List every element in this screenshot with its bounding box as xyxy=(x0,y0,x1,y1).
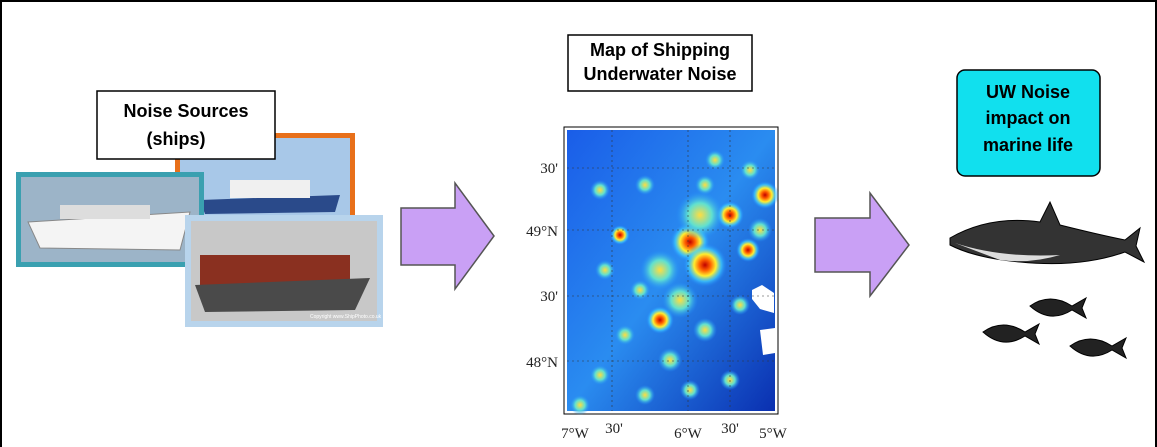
hotspot xyxy=(740,160,760,180)
ship xyxy=(230,180,310,198)
hotspot xyxy=(736,238,760,262)
lon-label: 30' xyxy=(721,421,739,437)
hotspot xyxy=(615,325,635,345)
photo-credit: Copyright www.ShipPhoto.co.uk xyxy=(310,314,382,320)
box-text: Map of Shipping xyxy=(590,40,730,60)
lat-label: 48°N xyxy=(526,355,558,371)
hotspot xyxy=(635,175,655,195)
box-text: impact on xyxy=(985,108,1070,128)
hotspot xyxy=(705,150,725,170)
hotspot xyxy=(590,180,610,200)
fish xyxy=(983,298,1126,358)
hotspot xyxy=(676,191,724,239)
hotspot xyxy=(640,250,680,290)
box-text: UW Noise xyxy=(986,82,1070,102)
hotspot xyxy=(751,181,779,209)
ship-photos: Copyright www.ShipPhoto.co.uk xyxy=(16,133,383,327)
box-text: Noise Sources xyxy=(123,101,248,121)
arrow xyxy=(815,193,909,296)
hotspot xyxy=(693,318,717,342)
lat-label: 30' xyxy=(540,289,558,305)
hotspot xyxy=(680,380,700,400)
box-text: (ships) xyxy=(146,129,205,149)
dolphin xyxy=(950,202,1144,264)
diagram: Copyright www.ShipPhoto.co.uk Noise Sour… xyxy=(0,0,1157,447)
hotspot xyxy=(730,295,750,315)
lon-label: 30' xyxy=(605,421,623,437)
ship xyxy=(60,205,150,219)
arrow xyxy=(401,183,494,289)
lon-label: 5°W xyxy=(759,426,787,442)
hotspot xyxy=(590,365,610,385)
lon-label: 6°W xyxy=(674,426,702,442)
hotspot xyxy=(658,348,682,372)
box-text: Underwater Noise xyxy=(583,64,736,84)
hotspot xyxy=(610,225,630,245)
lat-label: 49°N xyxy=(526,224,558,240)
hotspot xyxy=(570,395,590,415)
box-text: marine life xyxy=(983,135,1073,155)
lon-label: 7°W xyxy=(561,426,589,442)
lat-label: 30' xyxy=(540,161,558,177)
hotspot xyxy=(635,385,655,405)
hotspot xyxy=(683,243,727,287)
